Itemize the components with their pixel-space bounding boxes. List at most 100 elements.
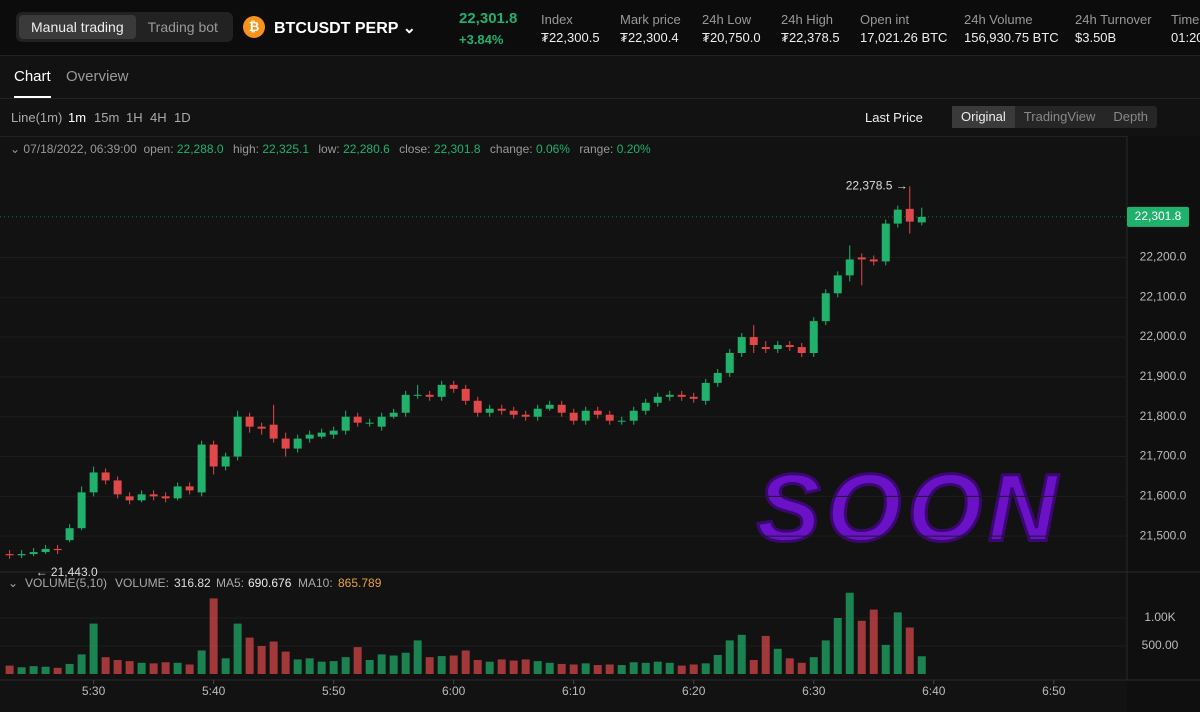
stat-value: $3.50B [1075, 30, 1117, 45]
volume-bar [245, 637, 254, 674]
candle-body [257, 426, 266, 429]
mode-tab[interactable]: Trading bot [147, 19, 218, 35]
y-tick-label: 21,900.0 [1140, 369, 1187, 383]
candle-body [305, 434, 314, 439]
volume-bar [377, 654, 386, 674]
volume-bar [161, 662, 170, 674]
low-annotation: ← 21,443.0 [36, 565, 98, 579]
view-tab[interactable]: Depth [1113, 109, 1149, 124]
candle-body [161, 496, 170, 499]
candle-body [377, 416, 386, 427]
volume-bar [593, 665, 602, 674]
candle-body [797, 347, 806, 354]
candle-body [329, 430, 338, 435]
tab[interactable]: Overview [66, 68, 129, 85]
legend-text: ⌄ [8, 576, 18, 590]
volume-bar [557, 663, 566, 674]
legend-text: VOLUME(5,10) [25, 576, 107, 590]
candle-body [785, 345, 794, 348]
tab[interactable]: Chart [14, 68, 51, 98]
volume-bar [233, 623, 242, 674]
candle-body [365, 422, 374, 424]
info-label: high: [232, 142, 259, 156]
volume-bar [629, 662, 638, 674]
legend-value: 316.82 [174, 576, 211, 590]
candle-body [641, 402, 650, 411]
candle-body [893, 209, 902, 224]
volume-bar [101, 657, 110, 674]
volume-bar [737, 634, 746, 674]
view-tab[interactable]: Original [952, 106, 1015, 128]
overlay-text: SOON [757, 454, 1064, 561]
candle-body [833, 275, 842, 294]
stat-label: 24h Turnover [1075, 12, 1152, 27]
volume-bar [317, 661, 326, 674]
interval[interactable]: 1H [126, 110, 143, 125]
candle-body [881, 223, 890, 262]
stat-label: Index [541, 12, 573, 27]
candle-body [89, 472, 98, 493]
volume-bar [581, 663, 590, 674]
candle-body [197, 444, 206, 493]
candle-body [65, 528, 74, 541]
info-label: change: [489, 142, 533, 156]
volume-bar [449, 655, 458, 674]
info-value: 0.06% [535, 142, 570, 156]
candle-body [905, 208, 914, 222]
volume-bar [41, 666, 50, 674]
interval[interactable]: 1D [174, 110, 191, 125]
volume-bar [857, 620, 866, 674]
candle-body [125, 496, 134, 501]
volume-bar [137, 662, 146, 674]
candle-body [593, 410, 602, 415]
candle-body [605, 414, 614, 421]
interval[interactable]: 15m [94, 110, 120, 125]
volume-bar [329, 661, 338, 674]
interval[interactable]: 1m [68, 110, 87, 125]
info-value: 22,288.0 [176, 142, 224, 156]
volume-bar [269, 641, 278, 674]
volume-bar [497, 659, 506, 674]
symbol[interactable]: BTCUSDT PERP ⌄ [274, 20, 417, 37]
chart-type[interactable]: Line(1m) [11, 110, 63, 125]
volume-bar [641, 662, 650, 674]
coin-icon: ₿ [243, 16, 265, 38]
price-mode[interactable]: Last Price [865, 110, 923, 125]
candle-body [341, 416, 350, 431]
stat: 24h Volume 156,930.75 BTC [964, 12, 1059, 45]
mode-tab[interactable]: Manual trading [19, 15, 136, 39]
candle-body [869, 259, 878, 262]
view-tab[interactable]: TradingView [1023, 109, 1096, 124]
volume-bar [257, 645, 266, 674]
tab-bar: Chart Overview [0, 55, 1200, 99]
stat: 24h High ₮22,378.5 [781, 12, 840, 45]
y-tick-label: 21,600.0 [1140, 489, 1187, 503]
stat-label: 24h Low [702, 12, 752, 27]
candle-body [425, 394, 434, 397]
volume-tick-label: 500.00 [1142, 638, 1179, 652]
x-tick-label: 5:50 [322, 684, 346, 698]
interval[interactable]: 4H [150, 110, 167, 125]
candle-body [221, 456, 230, 467]
view-toggle: Original TradingView Depth [952, 106, 1158, 128]
candle-body [101, 472, 110, 481]
candle-body [665, 394, 674, 397]
candle-body [917, 216, 926, 223]
volume-bar [869, 609, 878, 674]
volume-bar [65, 663, 74, 674]
candle-body [521, 414, 530, 417]
candle-body [437, 384, 446, 397]
candle-body [413, 394, 422, 396]
legend-value: 690.676 [248, 576, 292, 590]
candle-body [209, 444, 218, 467]
volume-bar [437, 656, 446, 674]
stat-value: ₮20,750.0 [702, 30, 761, 45]
candle-body [173, 486, 182, 499]
candle-body [533, 408, 542, 417]
volume-bar [773, 648, 782, 674]
volume-bar [617, 665, 626, 674]
volume-bar [677, 665, 686, 674]
candle-body [581, 410, 590, 421]
volume-bar [113, 659, 122, 674]
chart: SOON ⌄ VOLUME(5,10) VOLUME: 316.82 MA5: … [0, 136, 1200, 712]
